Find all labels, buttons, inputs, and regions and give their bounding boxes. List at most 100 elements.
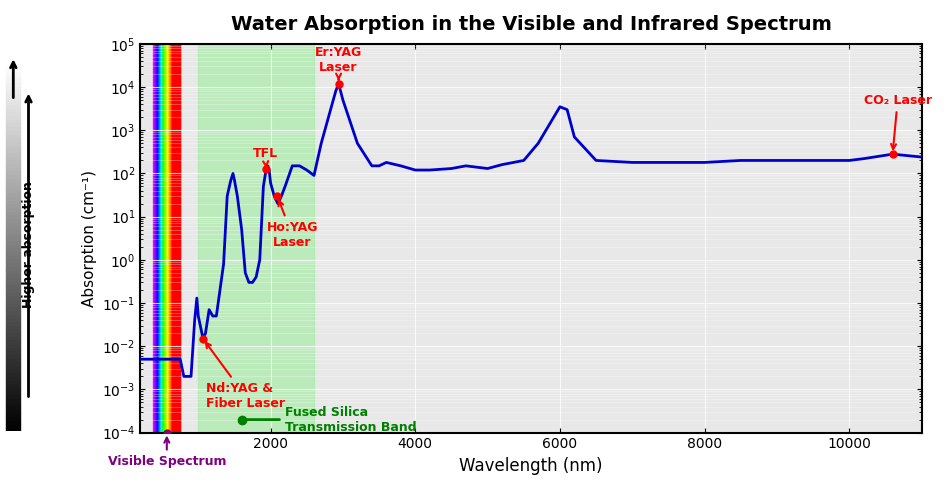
Bar bbox=[7, 398, 20, 402]
Bar bbox=[7, 358, 20, 362]
Y-axis label: Absorption (cm⁻¹): Absorption (cm⁻¹) bbox=[82, 170, 97, 307]
Bar bbox=[199, 44, 314, 433]
Bar bbox=[7, 299, 20, 303]
Bar bbox=[7, 270, 20, 273]
Bar bbox=[7, 141, 20, 145]
Bar bbox=[7, 321, 20, 325]
Text: Ho:YAG
Laser: Ho:YAG Laser bbox=[267, 201, 318, 249]
Bar bbox=[7, 104, 20, 108]
Bar bbox=[7, 185, 20, 189]
Bar bbox=[7, 207, 20, 211]
Bar bbox=[7, 277, 20, 280]
Bar bbox=[7, 244, 20, 247]
Bar bbox=[7, 86, 20, 89]
Bar bbox=[7, 288, 20, 292]
Bar bbox=[7, 336, 20, 339]
Bar bbox=[7, 200, 20, 203]
Bar bbox=[7, 394, 20, 398]
Bar bbox=[7, 413, 20, 416]
Text: Fused Silica
Transmission Band: Fused Silica Transmission Band bbox=[244, 406, 417, 434]
Bar bbox=[7, 119, 20, 122]
Bar bbox=[7, 100, 20, 104]
Bar bbox=[7, 240, 20, 244]
Bar bbox=[7, 82, 20, 86]
Bar bbox=[7, 229, 20, 233]
Text: Visible Spectrum: Visible Spectrum bbox=[107, 438, 226, 468]
Bar bbox=[7, 387, 20, 391]
Title: Water Absorption in the Visible and Infrared Spectrum: Water Absorption in the Visible and Infr… bbox=[231, 15, 831, 34]
Bar bbox=[7, 111, 20, 115]
Bar bbox=[7, 266, 20, 270]
Bar bbox=[7, 284, 20, 288]
Bar bbox=[7, 292, 20, 295]
Bar bbox=[7, 167, 20, 171]
X-axis label: Wavelength (nm): Wavelength (nm) bbox=[459, 457, 602, 475]
Bar bbox=[7, 402, 20, 406]
Text: Higher absorption: Higher absorption bbox=[22, 182, 35, 308]
Bar bbox=[7, 350, 20, 354]
Bar bbox=[7, 420, 20, 424]
Text: CO₂ Laser: CO₂ Laser bbox=[864, 94, 932, 149]
Bar bbox=[7, 247, 20, 251]
Bar bbox=[7, 368, 20, 372]
Bar bbox=[7, 218, 20, 221]
Bar bbox=[7, 148, 20, 152]
Bar bbox=[7, 427, 20, 431]
Bar bbox=[7, 163, 20, 167]
Bar bbox=[7, 295, 20, 299]
Bar bbox=[7, 236, 20, 240]
Bar bbox=[7, 181, 20, 185]
Bar bbox=[7, 64, 20, 67]
Bar bbox=[7, 424, 20, 427]
Text: Er:YAG
Laser: Er:YAG Laser bbox=[315, 46, 362, 80]
Bar bbox=[7, 225, 20, 229]
Bar bbox=[7, 196, 20, 200]
Bar bbox=[7, 354, 20, 358]
Bar bbox=[7, 347, 20, 350]
Bar bbox=[7, 203, 20, 207]
Bar bbox=[7, 251, 20, 255]
Text: TFL: TFL bbox=[253, 147, 277, 167]
Bar bbox=[7, 97, 20, 100]
Bar bbox=[7, 280, 20, 284]
Bar bbox=[7, 126, 20, 130]
Bar bbox=[7, 310, 20, 314]
Bar bbox=[7, 406, 20, 409]
Bar bbox=[7, 152, 20, 155]
Bar bbox=[7, 365, 20, 368]
Bar bbox=[7, 380, 20, 383]
Bar bbox=[7, 89, 20, 93]
Bar bbox=[7, 255, 20, 259]
Bar bbox=[7, 174, 20, 178]
Bar bbox=[7, 145, 20, 148]
Bar bbox=[7, 177, 20, 181]
Bar bbox=[7, 221, 20, 225]
Bar bbox=[7, 192, 20, 196]
Bar bbox=[7, 133, 20, 137]
Bar bbox=[7, 108, 20, 112]
Bar bbox=[7, 318, 20, 321]
Bar bbox=[7, 339, 20, 343]
Bar bbox=[7, 189, 20, 192]
Bar bbox=[7, 332, 20, 336]
Bar bbox=[7, 306, 20, 310]
Bar bbox=[7, 273, 20, 277]
Bar bbox=[7, 233, 20, 236]
Bar bbox=[7, 302, 20, 306]
Bar bbox=[7, 122, 20, 126]
Bar bbox=[7, 137, 20, 141]
Bar bbox=[7, 211, 20, 215]
Bar bbox=[7, 383, 20, 387]
Bar bbox=[7, 262, 20, 266]
Bar bbox=[7, 391, 20, 394]
Bar bbox=[7, 376, 20, 380]
Bar bbox=[7, 362, 20, 365]
Bar bbox=[7, 416, 20, 420]
Bar bbox=[7, 314, 20, 318]
Bar bbox=[7, 159, 20, 163]
Bar bbox=[7, 130, 20, 133]
Bar bbox=[7, 409, 20, 413]
Bar bbox=[7, 78, 20, 82]
Text: Nd:YAG &
Fiber Laser: Nd:YAG & Fiber Laser bbox=[205, 343, 284, 410]
Bar bbox=[7, 343, 20, 347]
